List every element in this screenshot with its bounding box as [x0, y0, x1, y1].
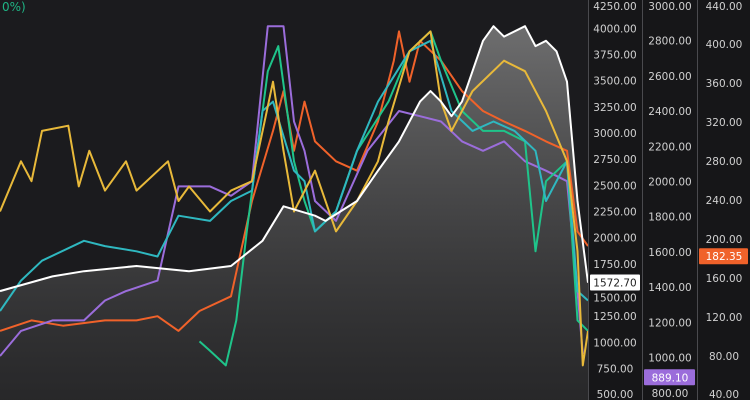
y-axis-2-price-badge [699, 248, 748, 265]
y-axis-1-tick-label: 1000.00 [648, 353, 691, 365]
series-line-4 [0, 25, 584, 357]
y-axis-0-tick-label: 2500.00 [593, 180, 636, 192]
y-axis-1-tick-label: 1600.00 [648, 247, 691, 259]
y-axis-1-tick-label: 800.00 [652, 388, 689, 400]
y-axis-1-tick-label: 2200.00 [648, 141, 691, 153]
y-axis-2-tick-label: 80.00 [709, 351, 739, 363]
y-axis-2-tick-label: 280.00 [706, 156, 743, 168]
y-axis-2-tick-label: 40.00 [709, 389, 739, 400]
y-axis-2-bg [697, 0, 750, 400]
y-axis-2-tick-label: 360.00 [706, 78, 743, 90]
y-axis-2-tick-label: 160.00 [706, 273, 743, 285]
y-axis-2-tick-label: 400.00 [706, 39, 743, 51]
y-axis-0-tick-label: 1750.00 [593, 259, 636, 271]
y-axis-0-tick-label: 4250.00 [593, 1, 636, 13]
y-axis-0-tick-label: 1250.00 [593, 311, 636, 323]
y-axis-1-tick-label: 2600.00 [648, 71, 691, 83]
y-axis-1-bg [642, 0, 697, 400]
y-axis-0-tick-label: 3750.00 [593, 49, 636, 61]
y-axis-1-tick-label: 1200.00 [648, 317, 691, 329]
y-axis-2-price-badge-label: 182.35 [706, 251, 743, 263]
y-axis-2-tick-label: 200.00 [706, 234, 743, 246]
y-axis-2-tick-label: 240.00 [706, 195, 743, 207]
series-line-5 [0, 30, 589, 332]
y-axis-1-tick-label: 2400.00 [648, 106, 691, 118]
series-line-1 [0, 30, 589, 367]
y-axis-0-tick-label: 2250.00 [593, 207, 636, 219]
y-axis-1-tick-label: 2000.00 [648, 176, 691, 188]
y-axis-0-bg [588, 0, 642, 400]
y-axis-0-tick-label: 750.00 [597, 364, 634, 376]
y-axis-0-tick-label: 2000.00 [593, 233, 636, 245]
y-axis-1-price-badge [644, 369, 695, 386]
top-note: 0%) [2, 0, 26, 14]
y-axis-1-tick-label: 1800.00 [648, 212, 691, 224]
y-axis-2-tick-label: 440.00 [706, 1, 743, 13]
series-area-0 [0, 26, 588, 400]
y-axis-1-price-badge-label: 889.10 [652, 372, 689, 384]
y-axis-1-tick-label: 3000.00 [648, 1, 691, 13]
y-axis-0-tick-label: 3000.00 [593, 128, 636, 140]
y-axis-0-tick-label: 500.00 [597, 389, 634, 400]
y-axis-2-tick-label: 320.00 [706, 117, 743, 129]
y-axis-2-tick-label: 120.00 [706, 312, 743, 324]
y-axis-0-tick-label: 1500.00 [593, 292, 636, 304]
y-axis-0-tick-label: 1000.00 [593, 337, 636, 349]
y-axis-1-tick-label: 1400.00 [648, 282, 691, 294]
series-line-0 [0, 25, 589, 293]
series-line-2 [0, 39, 589, 312]
series-line-3 [198, 30, 589, 367]
y-axis-0-tick-label: 3250.00 [593, 102, 636, 114]
y-axis-0-price-badge [590, 274, 640, 291]
y-axis-0-tick-label: 4000.00 [593, 23, 636, 35]
y-axis-0-tick-label: 2750.00 [593, 154, 636, 166]
y-axis-0-price-badge-label: 1572.70 [593, 277, 636, 289]
y-axis-0-tick-label: 3500.00 [593, 76, 636, 88]
y-axis-1-tick-label: 2800.00 [648, 36, 691, 48]
